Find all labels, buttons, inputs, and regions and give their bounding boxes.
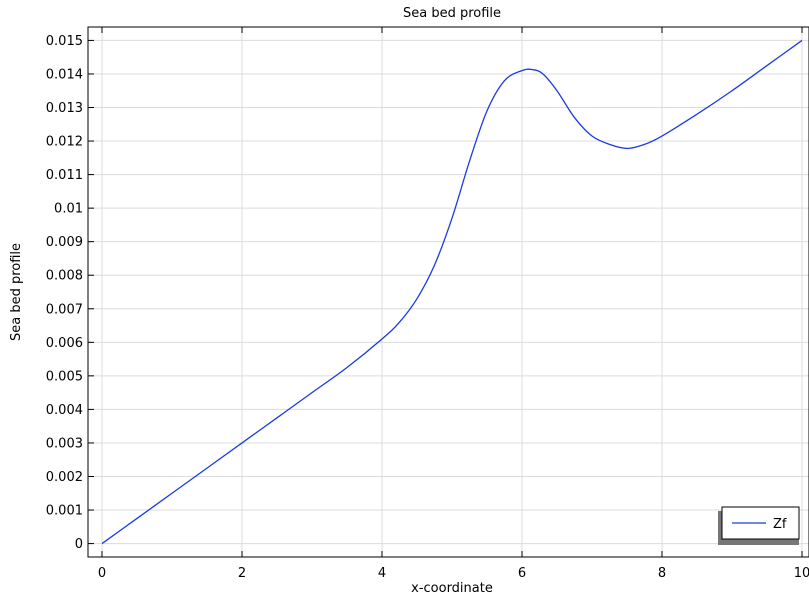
y-tick-label: 0.012 [46,135,83,150]
y-tick-label: 0.011 [46,168,83,183]
y-tick-label: 0.015 [46,34,83,49]
x-tick-label: 6 [518,566,526,581]
axis-ticks: 0 2 4 6 8 10 0 0.001 0.002 0.003 0.004 0.005 0.006 0.… [46,27,809,581]
x-tick-label: 0 [98,566,106,581]
x-tick-label: 10 [794,566,809,581]
y-tick-label: 0.002 [46,470,83,485]
chart-title: Sea bed profile [403,6,501,21]
x-axis-title: x-coordinate [411,581,493,595]
series-line-zf [101,39,803,545]
y-tick-label: 0.01 [54,202,83,217]
series-layer [101,39,803,545]
y-tick-label: 0.003 [46,436,83,451]
y-tick-label: 0.006 [46,336,83,351]
legend: Zf [718,506,800,545]
y-tick-label: 0.014 [46,67,83,82]
x-tick-label: 2 [238,566,246,581]
plot-frame [87,26,809,558]
x-tick-label: 4 [378,566,386,581]
y-tick-label: 0.007 [46,302,83,317]
y-axis-title: Sea bed profile [9,243,24,341]
y-tick-label: 0.004 [46,403,83,418]
legend-label-zf: Zf [773,517,787,532]
y-tick-label: 0.009 [46,235,83,250]
y-tick-label: 0.008 [46,269,83,284]
y-tick-label: 0.013 [46,101,83,116]
grid [88,27,809,557]
y-tick-label: 0.005 [46,369,83,384]
y-tick-label: 0.001 [46,504,83,519]
y-tick-label: 0 [75,537,83,552]
x-tick-label: 8 [658,566,666,581]
